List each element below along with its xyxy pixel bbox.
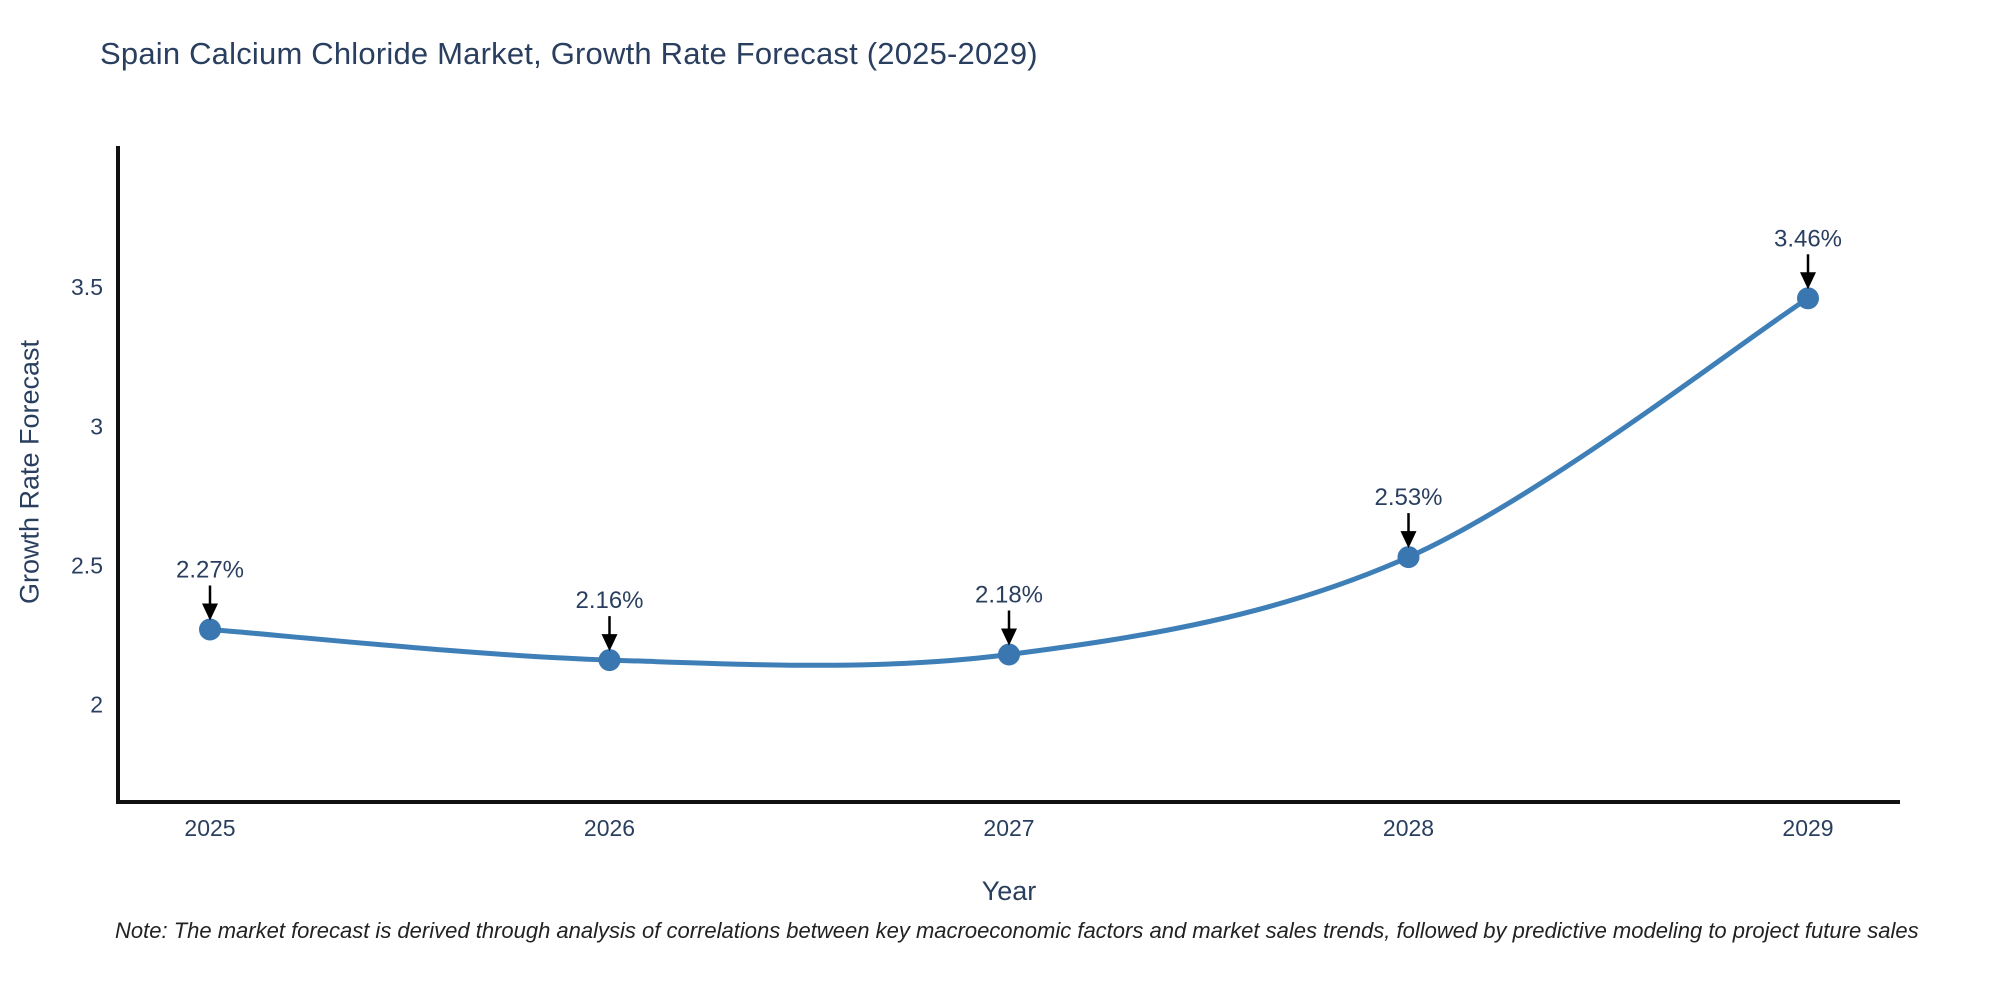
x-tick-label: 2028 xyxy=(1383,815,1434,841)
x-tick-label: 2025 xyxy=(184,815,235,841)
x-tick-label: 2026 xyxy=(584,815,635,841)
forecast-line xyxy=(207,295,1811,668)
data-point-label: 3.46% xyxy=(1774,225,1842,252)
x-axis-title: Year xyxy=(981,876,1037,906)
data-point-marker xyxy=(1797,287,1819,310)
data-point-marker xyxy=(1397,546,1420,569)
footnote: Note: The market forecast is derived thr… xyxy=(115,918,1919,943)
x-tick-label: 2027 xyxy=(983,815,1034,841)
y-tick-label: 3.5 xyxy=(71,274,103,300)
y-tick-label: 3 xyxy=(90,413,103,439)
data-point-marker xyxy=(998,643,1020,666)
data-point-label: 2.18% xyxy=(975,582,1043,609)
chart-title: Spain Calcium Chloride Market, Growth Ra… xyxy=(100,36,1038,71)
annotation-arrowhead-icon xyxy=(1400,531,1417,549)
data-point-label: 2.16% xyxy=(575,587,643,614)
annotation-arrowhead-icon xyxy=(1800,272,1816,290)
data-point-label: 2.27% xyxy=(176,557,244,584)
x-tick-label: 2029 xyxy=(1782,815,1833,841)
annotation-arrowhead-icon xyxy=(202,603,218,621)
data-point-marker xyxy=(199,618,221,641)
annotation-arrowhead-icon xyxy=(601,634,618,652)
y-tick-label: 2.5 xyxy=(71,552,103,578)
annotation-arrowhead-icon xyxy=(1001,628,1017,646)
data-point-label: 2.53% xyxy=(1374,484,1442,511)
y-axis-title: Growth Rate Forecast xyxy=(14,339,45,605)
data-point-marker xyxy=(598,649,621,672)
y-tick-label: 2 xyxy=(90,692,103,718)
